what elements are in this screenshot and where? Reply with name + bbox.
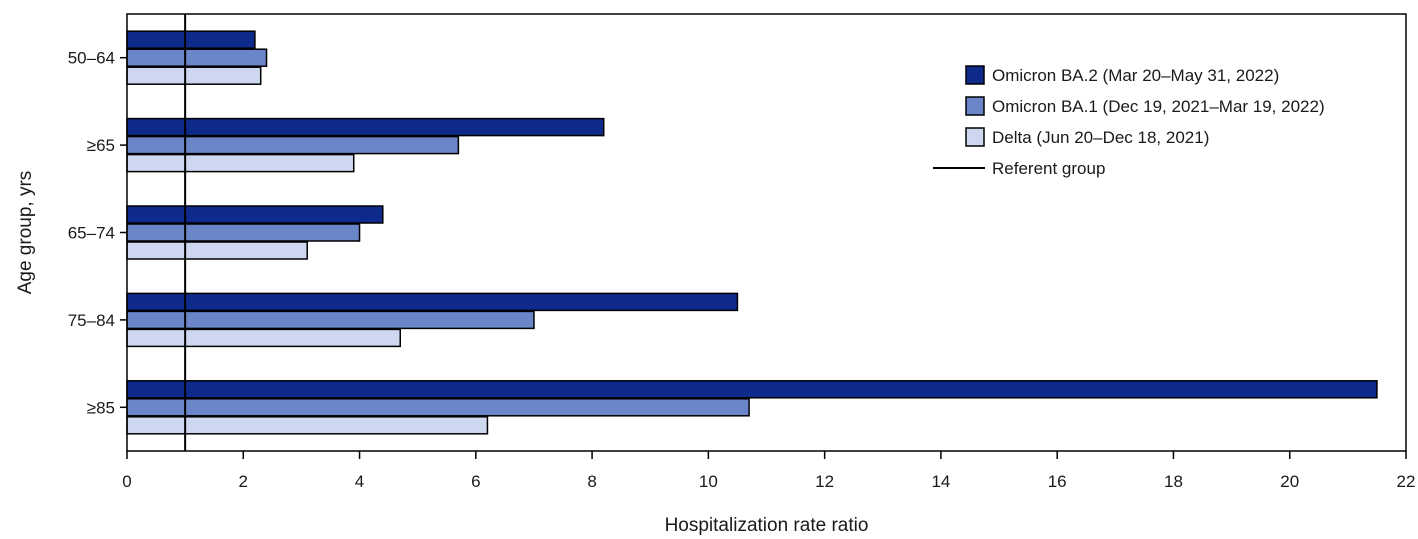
bar-2-1 xyxy=(126,48,268,67)
legend: Omicron BA.2 (Mar 20–May 31, 2022) Omicro… xyxy=(933,65,1325,178)
bar-1-4 xyxy=(126,292,739,312)
bar-1-2 xyxy=(126,117,605,137)
bar-1-1 xyxy=(126,30,256,49)
bar-3-2 xyxy=(126,153,355,173)
x-tick-label-0: 0 xyxy=(122,472,131,491)
legend-label-2: Delta (Jun 20–Dec 18, 2021) xyxy=(992,128,1209,147)
x-tick-label-3: 6 xyxy=(471,472,480,491)
x-tick-label-6: 12 xyxy=(815,472,834,491)
legend-swatch-1 xyxy=(965,96,985,116)
x-tick-label-1: 2 xyxy=(239,472,248,491)
y-axis: 50–64 ≥65 65–74 75–84 ≥85 xyxy=(68,49,127,417)
x-tick-label-10: 20 xyxy=(1280,472,1299,491)
bar-3-4 xyxy=(126,328,401,348)
bar-2-5 xyxy=(126,398,750,417)
x-tick-label-7: 14 xyxy=(931,472,950,491)
legend-swatch-0 xyxy=(965,65,985,85)
x-tick-label-11: 22 xyxy=(1397,472,1416,491)
y-category-label-0: 50–64 xyxy=(68,49,115,68)
legend-label-1: Omicron BA.1 (Dec 19, 2021–Mar 19, 2022) xyxy=(992,97,1325,116)
bar-1-3 xyxy=(126,205,384,224)
bar-3-1 xyxy=(126,66,262,85)
y-category-label-1: ≥65 xyxy=(87,136,115,155)
y-category-label-3: 75–84 xyxy=(68,311,115,330)
legend-label-referent: Referent group xyxy=(992,159,1105,178)
bar-2-4 xyxy=(126,310,535,330)
legend-swatch-2 xyxy=(965,127,985,147)
bar-3-3 xyxy=(126,241,308,260)
y-category-label-2: 65–74 xyxy=(68,224,115,243)
bar-2-2 xyxy=(126,135,460,155)
x-axis: 0 2 4 6 8 10 12 14 16 18 20 22 xyxy=(122,451,1415,491)
x-tick-label-4: 8 xyxy=(587,472,596,491)
x-tick-label-8: 16 xyxy=(1048,472,1067,491)
bar-3-5 xyxy=(126,416,489,435)
x-axis-title: Hospitalization rate ratio xyxy=(665,515,869,536)
y-category-label-4: ≥85 xyxy=(87,398,115,417)
bar-1-5 xyxy=(126,380,1378,399)
y-axis-title: Age group, yrs xyxy=(15,171,36,295)
bars-layer xyxy=(126,30,1378,435)
x-tick-label-5: 10 xyxy=(699,472,718,491)
x-tick-label-2: 4 xyxy=(355,472,364,491)
bar-2-3 xyxy=(126,223,361,242)
legend-label-0: Omicron BA.2 (Mar 20–May 31, 2022) xyxy=(992,66,1279,85)
x-tick-label-9: 18 xyxy=(1164,472,1183,491)
